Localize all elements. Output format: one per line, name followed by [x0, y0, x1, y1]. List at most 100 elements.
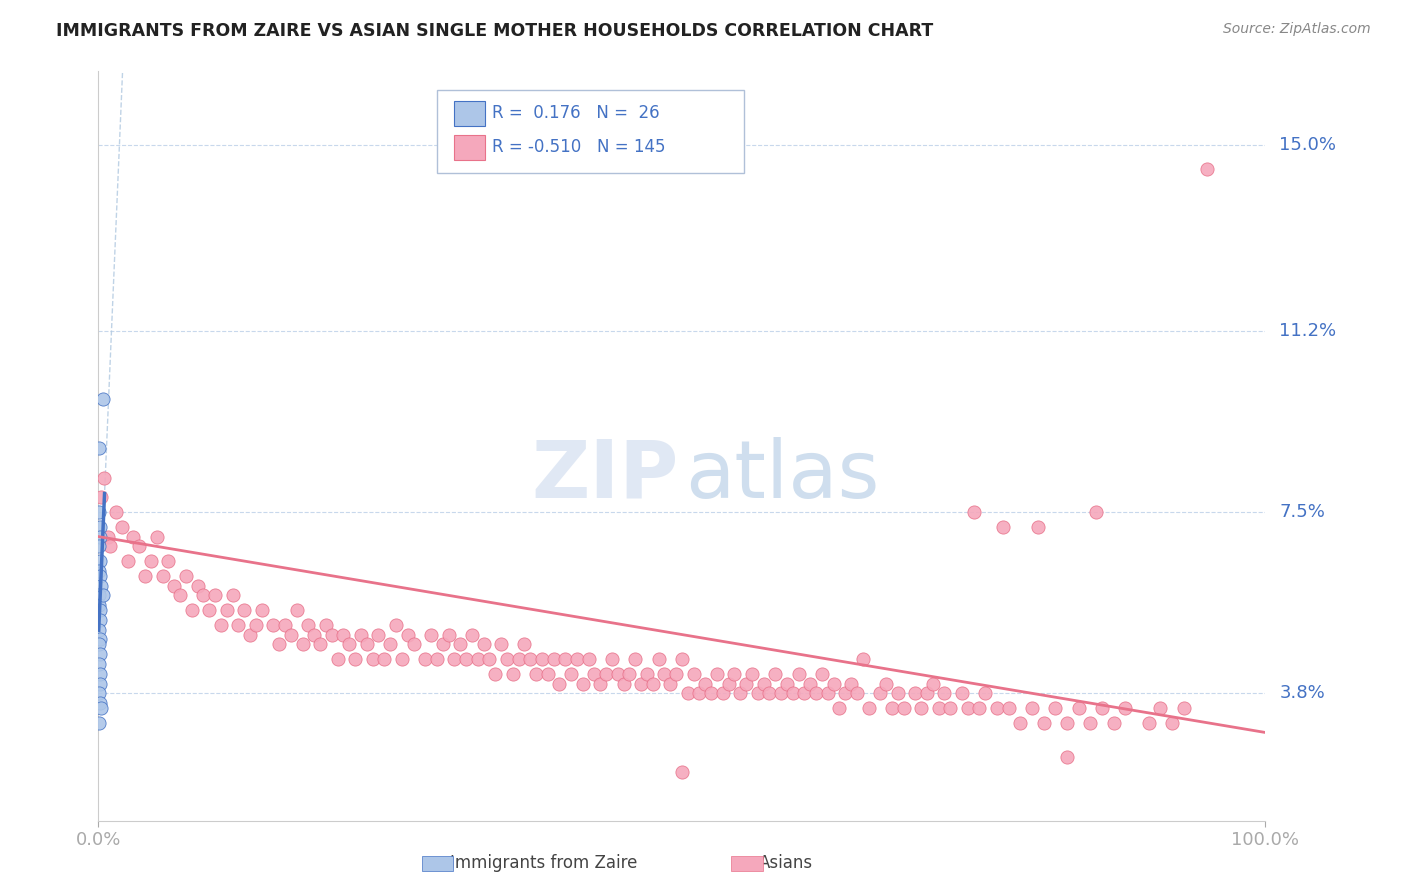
- Point: [875, 676, 897, 690]
- Point: [735, 676, 758, 690]
- Point: [233, 603, 256, 617]
- Point: [367, 627, 389, 641]
- Point: [928, 701, 950, 715]
- Point: [647, 652, 669, 666]
- Point: [443, 652, 465, 666]
- Point: [630, 676, 652, 690]
- Point: [956, 701, 979, 715]
- Point: [344, 652, 367, 666]
- Point: [432, 637, 454, 651]
- Point: [595, 666, 617, 681]
- Point: [747, 686, 769, 700]
- Point: [461, 627, 484, 641]
- Point: [93, 471, 115, 485]
- Point: [180, 603, 202, 617]
- Point: [280, 627, 302, 641]
- Text: ZIP: ZIP: [531, 437, 679, 515]
- Point: [89, 578, 111, 592]
- Point: [337, 637, 360, 651]
- Point: [332, 627, 354, 641]
- Point: [484, 666, 506, 681]
- Point: [695, 676, 717, 690]
- Point: [700, 686, 723, 700]
- Text: 7.5%: 7.5%: [1279, 503, 1326, 521]
- Point: [1010, 715, 1032, 730]
- Point: [90, 491, 112, 505]
- Point: [361, 652, 384, 666]
- Point: [90, 701, 112, 715]
- Point: [309, 637, 332, 651]
- Point: [787, 666, 810, 681]
- Point: [834, 686, 856, 700]
- Point: [89, 568, 111, 582]
- Point: [122, 530, 145, 544]
- Point: [991, 520, 1014, 534]
- Point: [1137, 715, 1160, 730]
- Point: [472, 637, 495, 651]
- Point: [1173, 701, 1195, 715]
- Point: [1021, 701, 1043, 715]
- Point: [1032, 715, 1054, 730]
- Point: [986, 701, 1008, 715]
- Point: [880, 701, 903, 715]
- Point: [600, 652, 623, 666]
- Point: [537, 666, 560, 681]
- Point: [904, 686, 927, 700]
- Point: [624, 652, 647, 666]
- Point: [869, 686, 891, 700]
- Point: [763, 666, 786, 681]
- Point: [489, 637, 512, 651]
- Point: [437, 627, 460, 641]
- Text: Asians: Asians: [759, 855, 813, 872]
- Point: [87, 564, 110, 578]
- Point: [752, 676, 775, 690]
- Point: [513, 637, 536, 651]
- Point: [87, 657, 110, 671]
- Point: [1114, 701, 1136, 715]
- Point: [887, 686, 910, 700]
- Point: [467, 652, 489, 666]
- Point: [641, 676, 664, 690]
- Point: [89, 613, 111, 627]
- Point: [811, 666, 834, 681]
- Point: [1056, 750, 1078, 764]
- Point: [262, 617, 284, 632]
- Point: [776, 676, 799, 690]
- Point: [782, 686, 804, 700]
- Point: [723, 666, 745, 681]
- Point: [524, 666, 547, 681]
- Point: [152, 568, 174, 582]
- Point: [730, 686, 752, 700]
- Point: [163, 578, 186, 592]
- Point: [89, 632, 111, 647]
- Point: [285, 603, 308, 617]
- Point: [89, 530, 111, 544]
- Point: [198, 603, 221, 617]
- Point: [676, 686, 699, 700]
- Text: R = -0.510   N = 145: R = -0.510 N = 145: [492, 138, 665, 156]
- Point: [741, 666, 763, 681]
- Point: [134, 568, 156, 582]
- Point: [636, 666, 658, 681]
- Point: [612, 676, 634, 690]
- Point: [1067, 701, 1090, 715]
- Point: [157, 554, 180, 568]
- Point: [915, 686, 938, 700]
- Point: [385, 617, 408, 632]
- Text: Immigrants from Zaire: Immigrants from Zaire: [450, 855, 637, 872]
- Point: [420, 627, 443, 641]
- Point: [1197, 162, 1219, 177]
- Point: [89, 603, 111, 617]
- Point: [89, 647, 111, 661]
- Point: [350, 627, 373, 641]
- Point: [391, 652, 413, 666]
- Point: [209, 617, 232, 632]
- Text: 3.8%: 3.8%: [1279, 684, 1324, 702]
- Point: [804, 686, 827, 700]
- Point: [671, 764, 693, 779]
- Point: [682, 666, 704, 681]
- Point: [659, 676, 682, 690]
- Point: [326, 652, 349, 666]
- Point: [560, 666, 582, 681]
- Point: [87, 588, 110, 602]
